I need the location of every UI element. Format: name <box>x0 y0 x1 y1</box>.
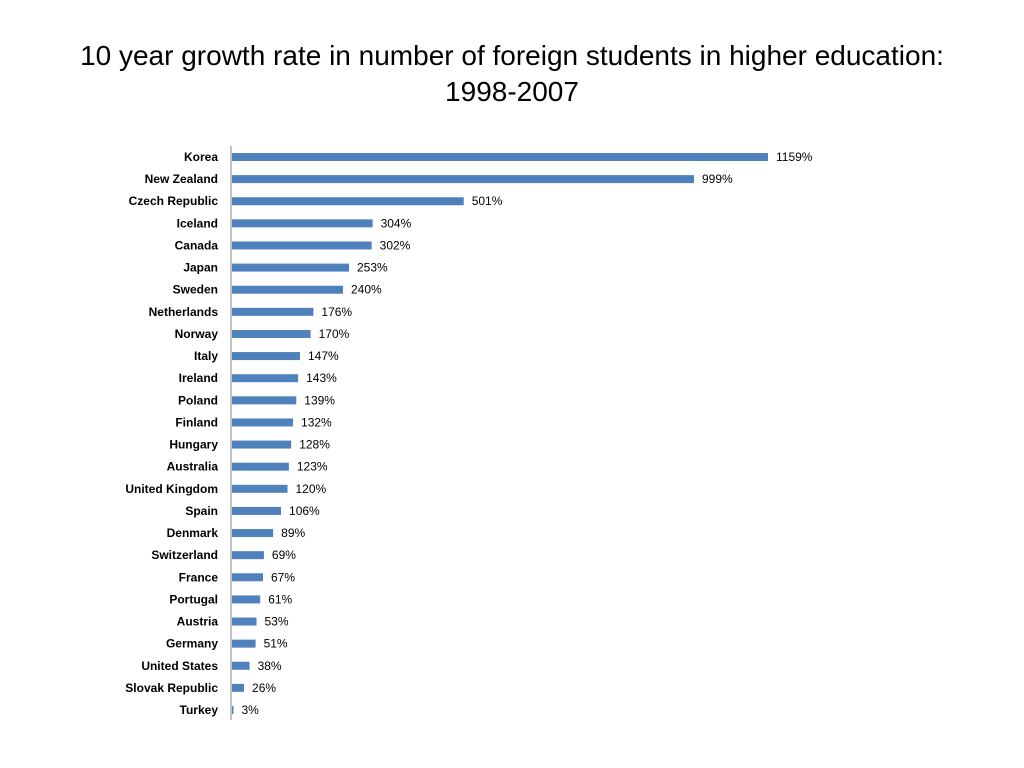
category-label: Netherlands <box>149 305 219 319</box>
data-label: 89% <box>281 526 305 540</box>
data-label: 240% <box>351 283 382 297</box>
bar <box>232 617 257 626</box>
bar <box>232 175 695 184</box>
category-label: Norway <box>175 327 219 341</box>
category-label: Italy <box>194 349 218 363</box>
bar-group: Korea 1159% New Zealand 999% Czech Republic 5… <box>125 150 813 717</box>
data-label: 302% <box>380 238 411 252</box>
category-label: Hungary <box>169 438 218 452</box>
data-label: 176% <box>321 305 352 319</box>
bar <box>232 352 300 361</box>
category-label: New Zealand <box>145 172 218 186</box>
data-label: 26% <box>252 681 276 695</box>
bar <box>232 263 350 272</box>
category-label: Germany <box>166 637 218 651</box>
data-label: 170% <box>319 327 350 341</box>
category-label: Czech Republic <box>129 194 219 208</box>
data-label: 51% <box>264 637 288 651</box>
data-label: 1159% <box>776 150 813 164</box>
bar <box>232 661 250 670</box>
data-label: 253% <box>357 261 388 275</box>
data-label: 999% <box>702 172 733 186</box>
data-label: 53% <box>265 615 289 629</box>
category-label: Portugal <box>169 592 218 606</box>
data-label: 304% <box>381 216 412 230</box>
category-label: Poland <box>178 393 218 407</box>
bar <box>232 153 768 161</box>
data-label: 38% <box>258 659 282 673</box>
category-label: Japan <box>183 261 218 275</box>
data-label: 128% <box>299 438 330 452</box>
bar <box>232 706 234 714</box>
bar <box>232 683 245 692</box>
data-label: 123% <box>297 460 328 474</box>
category-label: Korea <box>184 150 218 164</box>
chart-title: 10 year growth rate in number of foreign… <box>40 38 984 110</box>
bar <box>232 285 343 294</box>
bar <box>232 418 294 427</box>
bar <box>232 219 373 228</box>
category-label: Australia <box>167 460 219 474</box>
data-label: 139% <box>304 393 335 407</box>
category-label: Slovak Republic <box>125 681 218 695</box>
data-label: 143% <box>306 371 337 385</box>
bar <box>232 573 263 582</box>
bar <box>232 506 282 515</box>
bar <box>232 639 256 648</box>
bar <box>232 551 264 560</box>
category-label: Finland <box>175 415 218 429</box>
category-label: Spain <box>185 504 218 518</box>
category-label: France <box>179 570 219 584</box>
bar <box>232 396 297 405</box>
data-label: 132% <box>301 415 332 429</box>
category-label: Ireland <box>179 371 218 385</box>
bar <box>232 329 311 338</box>
bar <box>232 197 464 206</box>
category-label: Canada <box>175 238 219 252</box>
data-label: 147% <box>308 349 339 363</box>
data-label: 69% <box>272 548 296 562</box>
bar <box>232 484 288 493</box>
data-label: 106% <box>289 504 320 518</box>
category-label: Denmark <box>167 526 219 540</box>
bar <box>232 462 289 471</box>
chart-title-line-2: 1998-2007 <box>445 76 579 107</box>
category-label: Turkey <box>180 703 219 717</box>
chart-title-line-1: 10 year growth rate in number of foreign… <box>80 40 944 71</box>
bar <box>232 307 314 316</box>
data-label: 61% <box>268 592 292 606</box>
data-label: 120% <box>295 482 326 496</box>
category-label: United Kingdom <box>125 482 218 496</box>
data-label: 501% <box>472 194 503 208</box>
data-label: 3% <box>242 703 260 717</box>
category-label: Austria <box>177 615 219 629</box>
bar <box>232 374 299 383</box>
category-label: Switzerland <box>151 548 218 562</box>
bar <box>232 241 372 250</box>
category-label: United States <box>141 659 218 673</box>
bar <box>232 440 292 449</box>
bar <box>232 529 274 538</box>
data-label: 67% <box>271 570 295 584</box>
category-label: Iceland <box>177 216 218 230</box>
bar <box>232 595 261 604</box>
category-label: Sweden <box>173 283 218 297</box>
